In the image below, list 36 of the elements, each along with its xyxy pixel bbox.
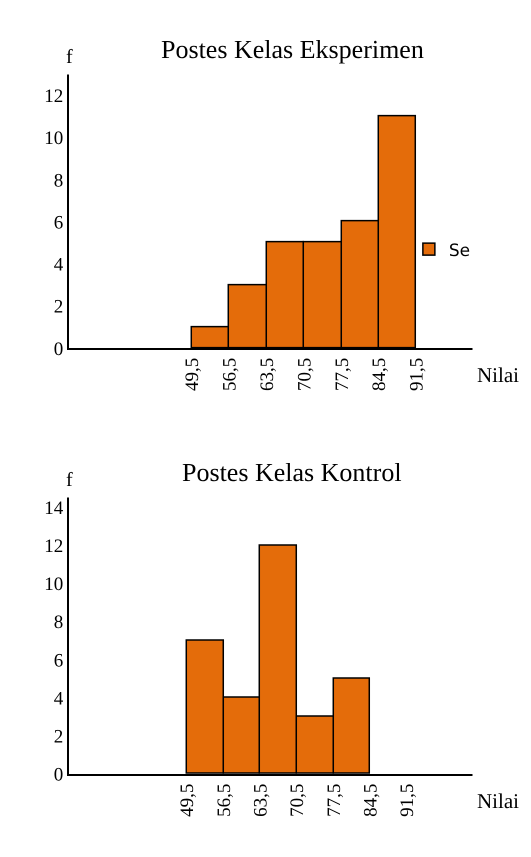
chart-title: Postes Kelas Kontrol [182, 458, 402, 487]
y-tick-label: 8 [54, 170, 64, 192]
y-tick-label: 2 [54, 296, 64, 318]
y-tick-label: 0 [54, 338, 64, 360]
x-tick-label: 70,5 [287, 784, 308, 817]
chart-title: Postes Kelas Eksperimen [161, 35, 424, 64]
x-tick-label: 63,5 [256, 358, 278, 391]
y-axis-title: f [66, 469, 73, 491]
y-tick-label: 6 [54, 650, 64, 672]
x-tick-label: 56,5 [220, 358, 241, 391]
x-tick-label: 56,5 [214, 784, 235, 817]
y-tick-label: 4 [54, 254, 64, 276]
legend-label: Se [448, 240, 470, 261]
y-tick-label: 8 [54, 612, 64, 634]
x-tick-label: 63,5 [250, 784, 272, 817]
y-tick-label: 10 [44, 574, 64, 596]
x-tick-label: 84,5 [369, 358, 390, 391]
x-tick-label: 91,5 [406, 358, 428, 391]
x-tick-label: 77,5 [324, 784, 345, 817]
x-axis-title: Nilai [477, 363, 520, 387]
y-tick-label: 12 [44, 536, 64, 557]
y-axis-title: f [66, 46, 73, 68]
x-axis-title: Nilai [477, 789, 520, 813]
y-tick-label: 0 [54, 764, 64, 786]
x-tick-label: 91,5 [397, 784, 418, 817]
y-tick-label: 6 [54, 212, 64, 234]
y-tick-label: 14 [44, 498, 64, 519]
x-tick-label: 49,5 [182, 358, 204, 391]
y-tick-label: 10 [44, 128, 64, 150]
x-tick-label: 77,5 [332, 358, 353, 391]
y-tick-label: 4 [54, 688, 64, 710]
y-tick-label: 2 [54, 726, 64, 748]
y-tick-label: 12 [44, 86, 64, 108]
x-tick-label: 70,5 [294, 358, 316, 391]
x-tick-label: 49,5 [177, 784, 198, 817]
x-tick-label: 84,5 [360, 784, 382, 817]
